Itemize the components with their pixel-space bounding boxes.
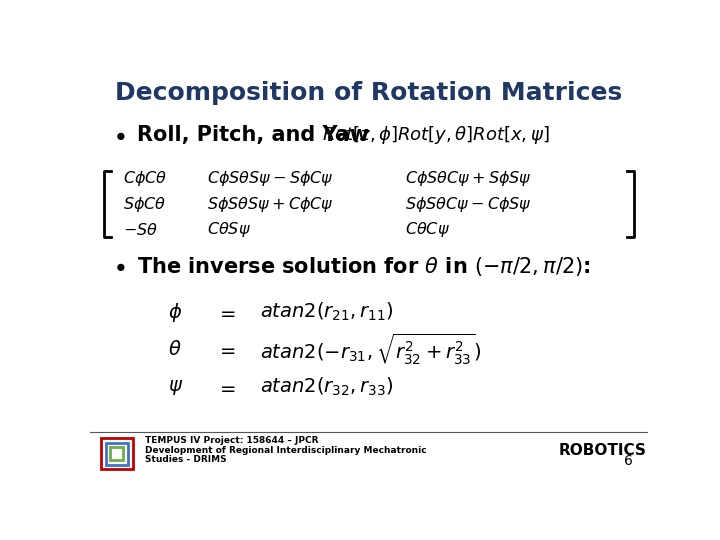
Text: $C\phi S\theta S\psi - S\phi C\psi$: $C\phi S\theta S\psi - S\phi C\psi$ [207,169,334,188]
Text: Decomposition of Rotation Matrices: Decomposition of Rotation Matrices [115,82,623,105]
Text: TEMPUS IV Project: 158644 – JPCR: TEMPUS IV Project: 158644 – JPCR [145,436,318,445]
Text: $S\phi S\theta C\psi - C\phi S\psi$: $S\phi S\theta C\psi - C\phi S\psi$ [405,194,532,214]
Text: $C\phi S\theta C\psi + S\phi S\psi$: $C\phi S\theta C\psi + S\phi S\psi$ [405,169,532,188]
Bar [110,447,124,461]
Text: $=$: $=$ [215,303,235,322]
Text: $=$: $=$ [215,377,235,396]
Text: $\phi$: $\phi$ [168,301,182,323]
Text: $atan2(r_{21}, r_{11})$: $atan2(r_{21}, r_{11})$ [260,301,394,323]
Text: $C\theta S\psi$: $C\theta S\psi$ [207,220,251,239]
Text: $atan2(r_{32}, r_{33})$: $atan2(r_{32}, r_{33})$ [260,376,394,398]
Bar [101,438,133,469]
Text: $atan2(-r_{31}, \sqrt{r_{32}^2 + r_{33}^2})$: $atan2(-r_{31}, \sqrt{r_{32}^2 + r_{33}^… [260,332,482,367]
Text: $C\phi C\theta$: $C\phi C\theta$ [124,169,168,188]
Text: $\theta$: $\theta$ [168,340,181,359]
Text: $=$: $=$ [215,340,235,359]
Text: Roll, Pitch, and Yaw: Roll, Pitch, and Yaw [138,125,369,145]
Text: Studies - DRIMS: Studies - DRIMS [145,455,226,464]
Text: ROBOTICS: ROBOTICS [559,443,647,458]
Text: $\bullet$: $\bullet$ [112,254,126,279]
Text: $S\phi C\theta$: $S\phi C\theta$ [124,194,167,214]
Text: $\psi$: $\psi$ [168,377,184,396]
Text: $\bullet$: $\bullet$ [112,124,126,147]
Text: $-S\theta$: $-S\theta$ [124,222,158,238]
Text: $C\theta C\psi$: $C\theta C\psi$ [405,220,450,239]
Bar [106,443,128,464]
Text: $Rot[z,\phi]Rot[y,\theta]Rot[x,\psi]$: $Rot[z,\phi]Rot[y,\theta]Rot[x,\psi]$ [322,125,549,146]
Text: The inverse solution for $\theta$ in $(-\pi/2,\pi/2)$:: The inverse solution for $\theta$ in $(-… [138,255,591,278]
Text: $S\phi S\theta S\psi + C\phi C\psi$: $S\phi S\theta S\psi + C\phi C\psi$ [207,194,334,214]
Text: 6: 6 [624,454,633,468]
Text: Development of Regional Interdisciplinary Mechatronic: Development of Regional Interdisciplinar… [145,446,426,455]
